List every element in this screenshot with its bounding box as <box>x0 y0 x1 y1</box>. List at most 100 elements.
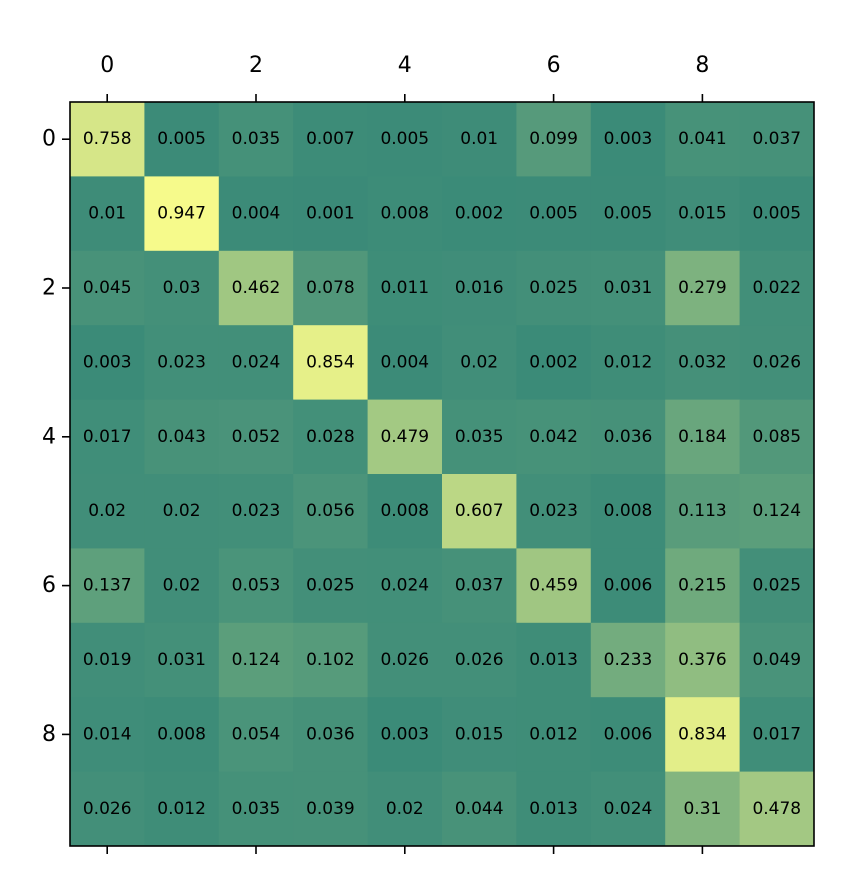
cell-value-label: 0.042 <box>529 427 578 447</box>
heatmap-cell <box>590 474 666 549</box>
cell-value-label: 0.758 <box>83 129 132 149</box>
cell-value-label: 0.215 <box>678 576 727 596</box>
cell-value-label: 0.036 <box>604 427 653 447</box>
cell-value-label: 0.137 <box>83 576 132 596</box>
heatmap-cell <box>367 622 443 698</box>
cell-value-label: 0.854 <box>306 352 355 372</box>
heatmap-cell <box>516 474 592 549</box>
y-tick-label: 4 <box>42 424 56 449</box>
y-tick-label: 8 <box>42 722 56 747</box>
cell-value-label: 0.012 <box>529 724 578 744</box>
heatmap-cell <box>590 250 666 326</box>
heatmap-cell <box>442 102 517 177</box>
heatmap-cell <box>367 697 443 773</box>
heatmap-cell <box>70 325 145 401</box>
heatmap-cell <box>590 697 666 773</box>
heatmap-cell <box>70 176 145 252</box>
heatmap-cell <box>590 102 666 177</box>
cell-value-label: 0.31 <box>683 799 721 819</box>
cell-value-label: 0.01 <box>460 129 498 149</box>
heatmap-cell <box>144 102 220 177</box>
cell-value-label: 0.031 <box>157 650 206 670</box>
heatmap-cell <box>367 325 443 401</box>
cell-value-label: 0.037 <box>455 576 504 596</box>
cell-value-label: 0.113 <box>678 501 727 521</box>
heatmap-cell <box>442 250 517 326</box>
cell-value-label: 0.054 <box>232 724 281 744</box>
heatmap-cell <box>367 771 443 847</box>
cell-value-label: 0.045 <box>83 278 132 298</box>
heatmap-cell <box>144 176 220 252</box>
cell-value-label: 0.947 <box>157 204 206 224</box>
heatmap-cell <box>665 399 741 475</box>
heatmap-cell <box>590 325 666 401</box>
heatmap-cell <box>70 474 145 549</box>
heatmap-cell <box>739 399 815 475</box>
heatmap-cell <box>218 176 294 252</box>
cell-value-label: 0.02 <box>88 501 126 521</box>
cell-value-label: 0.023 <box>529 501 578 521</box>
x-tick-label: 2 <box>249 53 263 78</box>
cell-value-label: 0.056 <box>306 501 355 521</box>
cell-value-label: 0.001 <box>306 204 355 224</box>
cell-value-label: 0.233 <box>604 650 653 670</box>
heatmap-cell <box>516 622 592 698</box>
cell-value-label: 0.024 <box>232 352 281 372</box>
cell-value-label: 0.012 <box>604 352 653 372</box>
heatmap-cell <box>70 399 145 475</box>
x-tick-label: 8 <box>695 53 709 78</box>
cell-value-label: 0.026 <box>380 650 429 670</box>
y-tick-label: 2 <box>42 276 56 301</box>
heatmap-cell <box>739 250 815 326</box>
cell-value-label: 0.035 <box>232 129 281 149</box>
heatmap-cell <box>218 325 294 401</box>
heatmap-cell <box>293 771 369 847</box>
heatmap-cell <box>590 176 666 252</box>
cell-value-label: 0.459 <box>529 576 578 596</box>
cell-value-label: 0.043 <box>157 427 206 447</box>
heatmap-cell <box>70 771 145 847</box>
heatmap-cell <box>665 176 741 252</box>
heatmap-cell <box>739 622 815 698</box>
heatmap-cell <box>665 102 741 177</box>
cell-value-label: 0.008 <box>604 501 653 521</box>
heatmap-cell <box>516 102 592 177</box>
cell-value-label: 0.607 <box>455 501 504 521</box>
heatmap-cell <box>293 548 369 624</box>
heatmap-cell <box>218 102 294 177</box>
cell-value-label: 0.004 <box>380 352 429 372</box>
cell-value-label: 0.002 <box>529 352 578 372</box>
heatmap-cell <box>665 771 741 847</box>
cell-value-label: 0.005 <box>752 204 801 224</box>
heatmap-cell <box>739 102 815 177</box>
plot-frame <box>69 101 815 847</box>
cell-value-label: 0.008 <box>157 724 206 744</box>
cell-value-label: 0.003 <box>604 129 653 149</box>
cell-value-label: 0.024 <box>380 576 429 596</box>
heatmap-cell <box>665 622 741 698</box>
cell-value-label: 0.036 <box>306 724 355 744</box>
cell-value-label: 0.279 <box>678 278 727 298</box>
cell-value-label: 0.023 <box>232 501 281 521</box>
heatmap-cell <box>293 250 369 326</box>
heatmap-cell <box>218 250 294 326</box>
cell-value-label: 0.037 <box>752 129 801 149</box>
heatmap-cell <box>144 771 220 847</box>
cell-value-label: 0.025 <box>306 576 355 596</box>
heatmap-cell <box>665 325 741 401</box>
heatmap-cell <box>367 176 443 252</box>
cell-value-label: 0.049 <box>752 650 801 670</box>
heatmap-cell <box>367 474 443 549</box>
cell-value-label: 0.022 <box>752 278 801 298</box>
heatmap-cells <box>70 102 815 847</box>
heatmap-cell <box>516 697 592 773</box>
x-tick-label: 4 <box>398 53 412 78</box>
cell-value-label: 0.02 <box>163 501 201 521</box>
heatmap-cell <box>516 771 592 847</box>
cell-value-label: 0.025 <box>752 576 801 596</box>
heatmap-cell <box>144 697 220 773</box>
cell-value-label: 0.002 <box>455 204 504 224</box>
cell-value-label: 0.031 <box>604 278 653 298</box>
heatmap-cell <box>144 325 220 401</box>
